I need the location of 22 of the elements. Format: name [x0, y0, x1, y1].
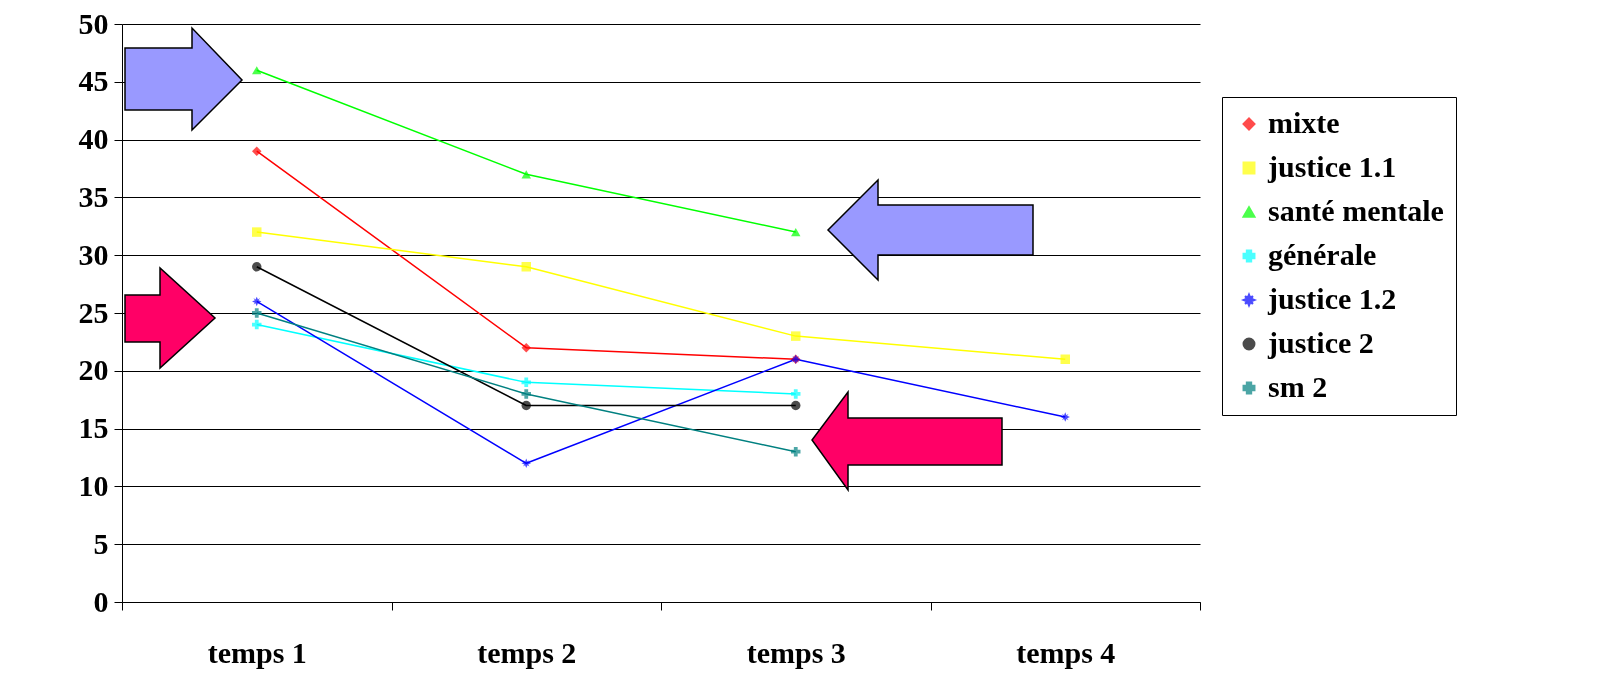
legend-label: justice 1.1 [1267, 150, 1397, 183]
legend-label: sm 2 [1268, 370, 1328, 403]
y-tick-label: 25 [78, 295, 109, 329]
legend-label: générale [1268, 238, 1377, 271]
legend-label: justice 2 [1267, 326, 1374, 359]
y-tick-label: 0 [93, 584, 109, 618]
y-tick-label: 40 [78, 122, 109, 156]
y-tick-label: 50 [78, 6, 109, 40]
y-tick-label: 45 [78, 64, 109, 98]
y-tick-label: 35 [78, 179, 109, 213]
legend-label: justice 1.2 [1267, 282, 1397, 315]
x-tick-label: temps 3 [746, 635, 846, 669]
legend-label: mixte [1268, 106, 1340, 139]
y-tick-label: 20 [78, 353, 109, 387]
y-tick-label: 10 [78, 468, 109, 502]
y-tick-label: 5 [93, 526, 109, 560]
legend-label: santé mentale [1268, 194, 1444, 227]
y-tick-label: 30 [78, 237, 109, 271]
x-tick-label: temps 2 [477, 635, 577, 669]
x-tick-label: temps 1 [207, 635, 307, 669]
x-tick-label: temps 4 [1016, 635, 1116, 669]
y-tick-label: 15 [78, 411, 109, 445]
